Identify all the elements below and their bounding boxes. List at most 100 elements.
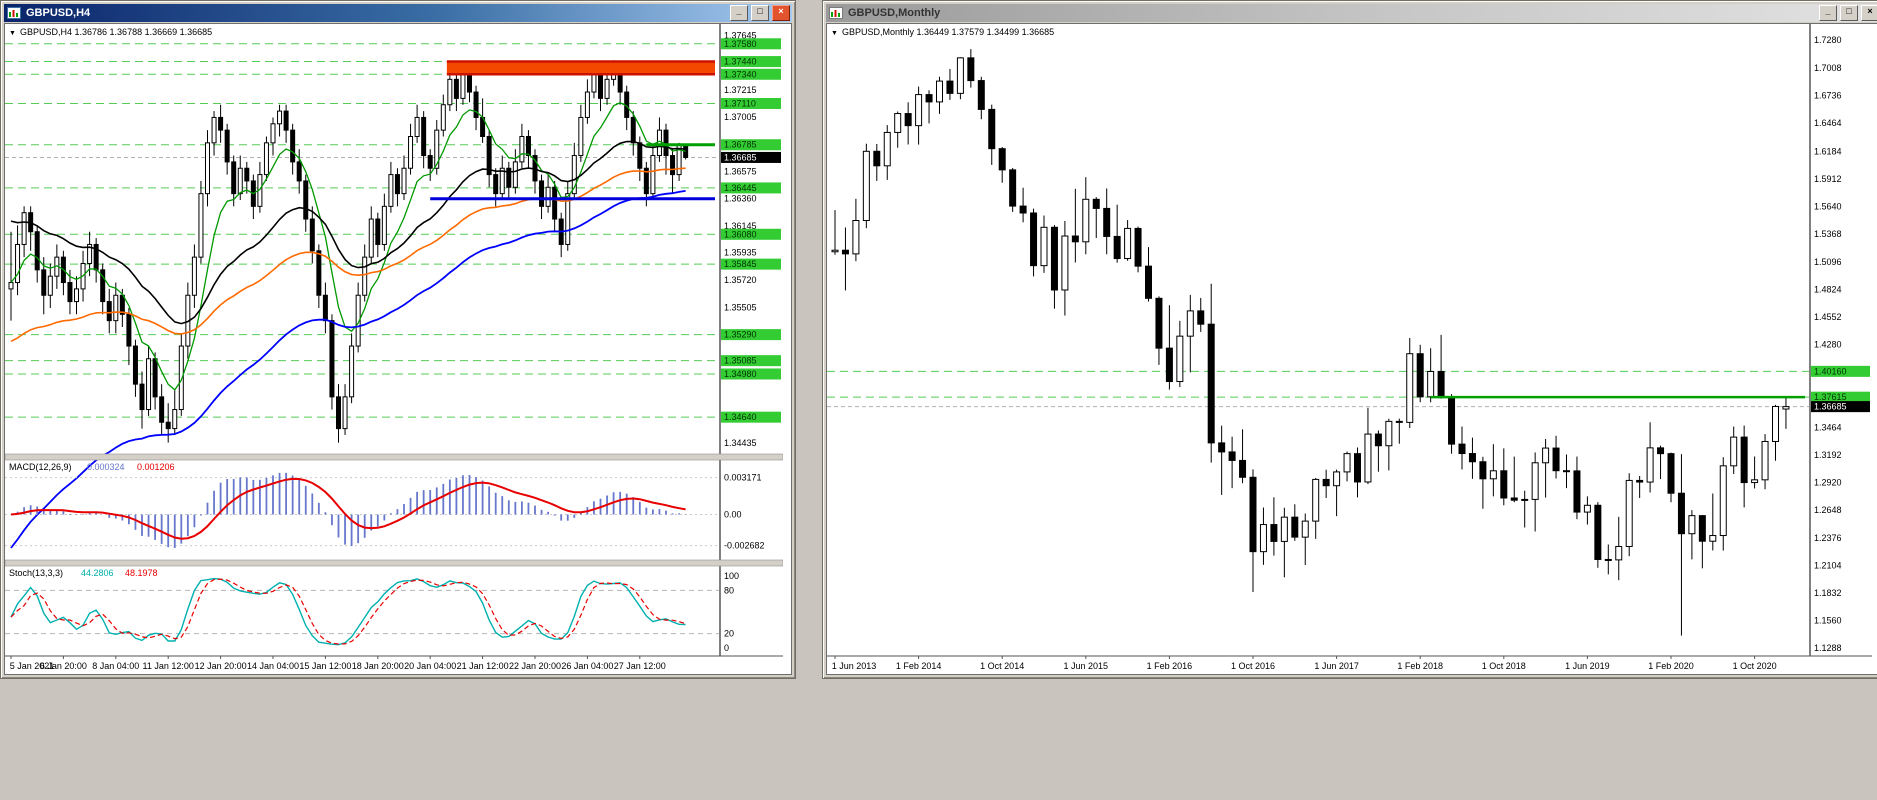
svg-text:1.36360: 1.36360: [724, 194, 757, 204]
svg-text:1.34980: 1.34980: [724, 369, 757, 379]
ma-fast-green: [10, 101, 686, 391]
svg-text:18 Jan 20:00: 18 Jan 20:00: [352, 661, 404, 671]
svg-text:1 Oct 2016: 1 Oct 2016: [1231, 661, 1275, 671]
svg-text:1.36080: 1.36080: [724, 229, 757, 239]
svg-text:1.37645: 1.37645: [724, 31, 757, 41]
monthly-titlebar[interactable]: GBPUSD,Monthly _ □ ×: [826, 4, 1877, 22]
svg-text:1.2648: 1.2648: [1814, 505, 1842, 515]
monthly-chart-area[interactable]: 1.7280 1.7008 1.6736 1.6464 1.6184 1.5912 1.56…: [826, 23, 1877, 675]
svg-text:1.37215: 1.37215: [724, 85, 757, 95]
svg-text:1.3464: 1.3464: [1814, 422, 1842, 432]
svg-text:0.000324: 0.000324: [87, 462, 125, 472]
svg-text:1.35505: 1.35505: [724, 302, 757, 312]
svg-text:1.35845: 1.35845: [724, 259, 757, 269]
svg-text:1.1288: 1.1288: [1814, 643, 1842, 653]
monthly-chart-canvas[interactable]: 1.7280 1.7008 1.6736 1.6464 1.6184 1.5912 1.56…: [827, 24, 1872, 674]
svg-text:1.35720: 1.35720: [724, 275, 757, 285]
svg-text:▼: ▼: [9, 30, 16, 37]
svg-text:1 Feb 2020: 1 Feb 2020: [1648, 661, 1694, 671]
svg-text:11 Jan 12:00: 11 Jan 12:00: [143, 661, 194, 671]
stochastic-pane: 100 80 20 0 Stoch(13,3,3) 44.2806 48.1978: [5, 568, 739, 653]
monthly-window-title: GBPUSD,Monthly: [848, 7, 941, 19]
svg-text:1 Jun 2015: 1 Jun 2015: [1064, 661, 1109, 671]
ma-ma-slow-orange: [10, 167, 686, 343]
svg-text:1.37615: 1.37615: [1814, 392, 1847, 402]
svg-text:1 Feb 2014: 1 Feb 2014: [896, 661, 942, 671]
monthly-chart-window: GBPUSD,Monthly _ □ × 1.7280 1.7008 1.6736 1…: [822, 0, 1877, 679]
close-button[interactable]: ×: [1861, 5, 1877, 21]
svg-text:1.34640: 1.34640: [724, 412, 757, 422]
svg-text:8 Jan 04:00: 8 Jan 04:00: [92, 661, 139, 671]
svg-text:1.5640: 1.5640: [1814, 202, 1842, 212]
svg-text:1 Oct 2018: 1 Oct 2018: [1482, 661, 1526, 671]
svg-text:14 Jan 04:00: 14 Jan 04:00: [247, 661, 299, 671]
svg-text:1.6184: 1.6184: [1814, 146, 1842, 156]
svg-text:▼: ▼: [831, 30, 838, 37]
svg-text:1.5368: 1.5368: [1814, 229, 1842, 239]
chart-header: ▼ GBPUSD,Monthly 1.36449 1.37579 1.34499 …: [831, 27, 1054, 37]
svg-text:0.00: 0.00: [724, 509, 742, 519]
h4-window-title: GBPUSD,H4: [26, 7, 91, 19]
maximize-button[interactable]: □: [751, 5, 769, 21]
svg-text:1.36445: 1.36445: [724, 183, 757, 193]
svg-text:1.5096: 1.5096: [1814, 257, 1842, 267]
h4-chart-window: GBPUSD,H4 _ □ × 1.37645 1.37215 1.37005 1.3…: [0, 0, 796, 679]
svg-text:1.6464: 1.6464: [1814, 118, 1842, 128]
h4-titlebar[interactable]: GBPUSD,H4 _ □ ×: [4, 4, 792, 22]
svg-text:1.35935: 1.35935: [724, 248, 757, 258]
h4-chart-area[interactable]: 1.37645 1.37215 1.37005 1.36575 1.36360 1.361…: [4, 23, 792, 675]
svg-text:1.2376: 1.2376: [1814, 533, 1842, 543]
h4-chart-canvas[interactable]: 1.37645 1.37215 1.37005 1.36575 1.36360 1.361…: [5, 24, 783, 674]
svg-text:20 Jan 04:00: 20 Jan 04:00: [404, 661, 456, 671]
svg-text:5 Jan 2021: 5 Jan 2021: [10, 661, 55, 671]
svg-text:1.36685: 1.36685: [1814, 402, 1847, 412]
svg-text:1.2920: 1.2920: [1814, 478, 1842, 488]
svg-text:1 Feb 2016: 1 Feb 2016: [1147, 661, 1193, 671]
svg-text:44.2806: 44.2806: [81, 568, 114, 578]
ma-ma-fast-green: [10, 101, 686, 391]
svg-text:1.36575: 1.36575: [724, 166, 757, 176]
svg-text:1.37005: 1.37005: [724, 112, 757, 122]
svg-text:1.40160: 1.40160: [1814, 366, 1847, 376]
price-axis: 1.37645 1.37215 1.37005 1.36575 1.36360 1.361…: [719, 24, 781, 656]
ma-slow-orange: [10, 167, 686, 343]
svg-text:1 Oct 2020: 1 Oct 2020: [1733, 661, 1777, 671]
svg-text:1.3192: 1.3192: [1814, 450, 1842, 460]
svg-text:15 Jan 12:00: 15 Jan 12:00: [299, 661, 351, 671]
svg-text:0: 0: [724, 643, 729, 653]
svg-text:1.7280: 1.7280: [1814, 35, 1842, 45]
svg-text:1.35290: 1.35290: [724, 330, 757, 340]
svg-text:GBPUSD,H4 1.36786 1.36788 1.36: GBPUSD,H4 1.36786 1.36788 1.36669 1.3668…: [20, 27, 212, 37]
ma-ma-slowest-blue: [10, 190, 686, 549]
svg-text:21 Jan 12:00: 21 Jan 12:00: [457, 661, 509, 671]
svg-text:48.1978: 48.1978: [125, 568, 158, 578]
resistance-zone: [446, 60, 715, 76]
price-level-lines: [5, 43, 719, 418]
svg-text:1.34435: 1.34435: [724, 438, 757, 448]
svg-text:1.5912: 1.5912: [1814, 174, 1842, 184]
svg-text:Stoch(13,3,3): Stoch(13,3,3): [9, 568, 63, 578]
chart-window-icon: [7, 7, 21, 19]
svg-text:1.1560: 1.1560: [1814, 616, 1842, 626]
minimize-button[interactable]: _: [1819, 5, 1837, 21]
svg-text:26 Jan 04:00: 26 Jan 04:00: [561, 661, 613, 671]
chart-window-icon: [829, 7, 843, 19]
svg-text:22 Jan 20:00: 22 Jan 20:00: [509, 661, 561, 671]
candles: [8, 60, 689, 443]
svg-text:1 Jun 2013: 1 Jun 2013: [832, 661, 877, 671]
svg-text:1.37340: 1.37340: [724, 69, 757, 79]
svg-text:1.1832: 1.1832: [1814, 588, 1842, 598]
price-level-lines: [827, 370, 1809, 398]
svg-text:1.36785: 1.36785: [724, 140, 757, 150]
svg-text:1 Jun 2019: 1 Jun 2019: [1565, 661, 1610, 671]
svg-text:100: 100: [724, 571, 739, 581]
svg-text:0.001206: 0.001206: [137, 462, 175, 472]
svg-text:1.6736: 1.6736: [1814, 90, 1842, 100]
price-axis: 1.7280 1.7008 1.6736 1.6464 1.6184 1.5912 1.56…: [1809, 24, 1870, 656]
minimize-button[interactable]: _: [730, 5, 748, 21]
svg-text:1.7008: 1.7008: [1814, 63, 1842, 73]
maximize-button[interactable]: □: [1840, 5, 1858, 21]
close-button[interactable]: ×: [772, 5, 790, 21]
svg-text:MACD(12,26,9): MACD(12,26,9): [9, 462, 72, 472]
